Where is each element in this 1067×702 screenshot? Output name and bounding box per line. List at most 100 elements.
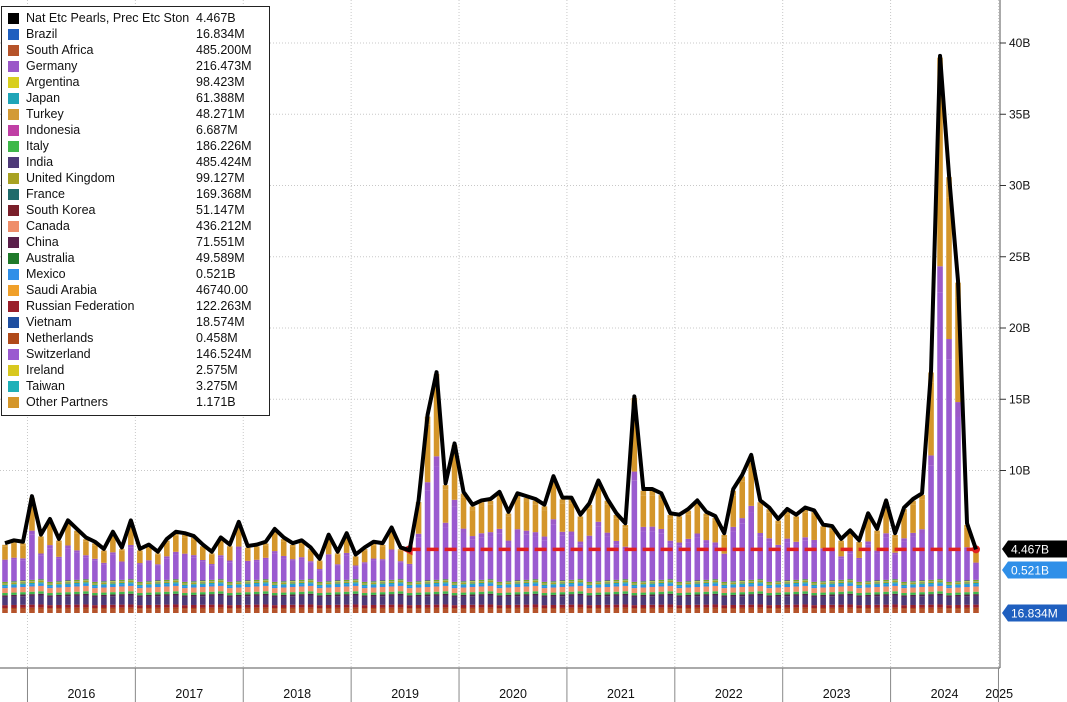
bar-segment [712,609,719,613]
bar-segment [775,596,781,605]
bar-segment [694,587,701,593]
bar-segment [640,607,647,610]
bar-segment [973,581,979,583]
bar-stack [334,553,341,613]
bar-segment [523,604,530,608]
bar-segment [101,596,107,605]
bar-segment [316,608,323,610]
bar-segment [29,604,35,608]
bar-segment [532,583,539,586]
bar-stack [901,509,907,613]
bar-segment [217,579,224,581]
bar-segment [640,596,647,605]
legend-swatch [8,173,19,184]
bar-segment [703,607,710,610]
bar-segment [262,609,269,613]
bar-segment [253,584,260,587]
bar-segment [361,562,368,564]
bar-segment [119,609,125,613]
bar-segment [496,497,503,529]
y-tick-label: 10B [1009,464,1030,478]
bar-segment [676,588,683,594]
bar-segment [559,594,566,597]
bar-segment [110,552,116,555]
bar-segment [703,595,710,605]
bar-stack [47,520,53,613]
bar-segment [74,582,80,585]
bar-segment [29,582,35,585]
bar-segment [119,604,125,608]
bar-segment [487,607,494,610]
bar-segment [622,593,629,596]
bar-segment [703,580,710,582]
bar-segment [487,585,494,592]
bar-segment [811,539,817,544]
bar-segment [271,533,278,552]
bar-segment [110,582,116,584]
bar-segment [541,536,548,541]
bar-segment [685,510,692,515]
bar-segment [865,609,871,613]
bar-stack [209,553,215,613]
bar-segment [47,548,53,582]
bar-segment [20,543,26,546]
bar-segment [217,607,224,610]
bar-segment [595,487,602,522]
legend-swatch [8,381,19,392]
bar-segment [622,604,629,608]
bar-segment [901,595,907,597]
bar-segment [209,584,215,587]
bar-stack [298,542,305,613]
bar-segment [182,588,188,594]
legend-swatch [8,189,19,200]
bar-stack [200,546,206,613]
bar-segment [802,579,808,581]
bar-segment [137,581,143,583]
bar-segment [289,582,296,584]
bar-segment [370,607,377,610]
bar-segment [92,588,98,594]
bar-segment [532,579,539,581]
bar-segment [712,520,719,543]
bar-segment [2,544,8,547]
bar-segment [20,558,26,561]
bar-segment [370,558,377,561]
bar-segment [244,609,251,613]
bar-segment [164,584,170,587]
bar-segment [505,587,512,593]
bar-stack [191,537,197,613]
bar-segment [478,607,485,610]
bar-segment [658,579,665,581]
bar-segment [334,580,341,582]
bar-segment [415,537,422,582]
bar-segment [802,604,808,608]
bar-stack [685,510,692,613]
bar-segment [442,593,449,596]
bar-segment [820,581,826,582]
bar-segment [829,596,835,605]
bar-segment [370,582,377,585]
bar-segment [29,595,35,605]
bar-segment [964,594,970,597]
bar-segment [514,529,521,534]
bar-segment [712,580,719,583]
bar-segment [613,579,620,581]
bar-segment [730,609,737,613]
bar-segment [74,580,80,582]
bar-segment [613,582,620,585]
bar-segment [433,580,440,582]
bar-segment [298,543,305,558]
bar-segment [2,583,8,585]
bar-segment [667,515,674,519]
bar-stack [514,495,521,613]
bar-segment [217,557,224,580]
bar-segment [253,582,260,585]
bar-segment [892,585,898,592]
bar-segment [640,584,647,586]
bar-segment [649,583,656,585]
bar-segment [811,515,817,540]
bar-segment [523,607,530,610]
legend-label: Australia [26,251,75,265]
bar-segment [217,541,224,556]
bar-segment [820,529,826,549]
